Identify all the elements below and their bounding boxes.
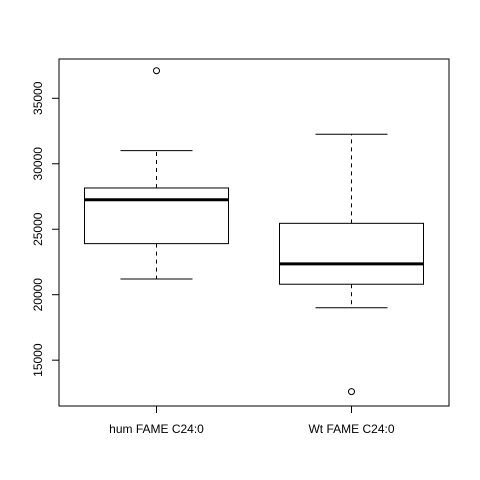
interquartile-box (279, 222, 424, 285)
y-tick-label: 15000 (31, 343, 45, 377)
outlier-point (348, 388, 355, 396)
y-tick-label: 20000 (31, 278, 45, 312)
box-group (84, 67, 229, 280)
boxes-layer (84, 67, 424, 396)
x-axis: hum FAME C24:0 Wt FAME C24:0 (109, 405, 395, 436)
y-axis: 15000 20000 25000 30000 35000 (31, 81, 60, 377)
x-tick-label: Wt FAME C24:0 (308, 422, 394, 436)
y-tick-label: 25000 (31, 212, 45, 246)
x-tick-label: hum FAME C24:0 (109, 422, 204, 436)
y-tick-label: 35000 (31, 81, 45, 115)
y-tick-label: 30000 (31, 147, 45, 181)
outlier-point (153, 67, 160, 75)
box-group (279, 133, 424, 396)
interquartile-box (84, 187, 229, 245)
